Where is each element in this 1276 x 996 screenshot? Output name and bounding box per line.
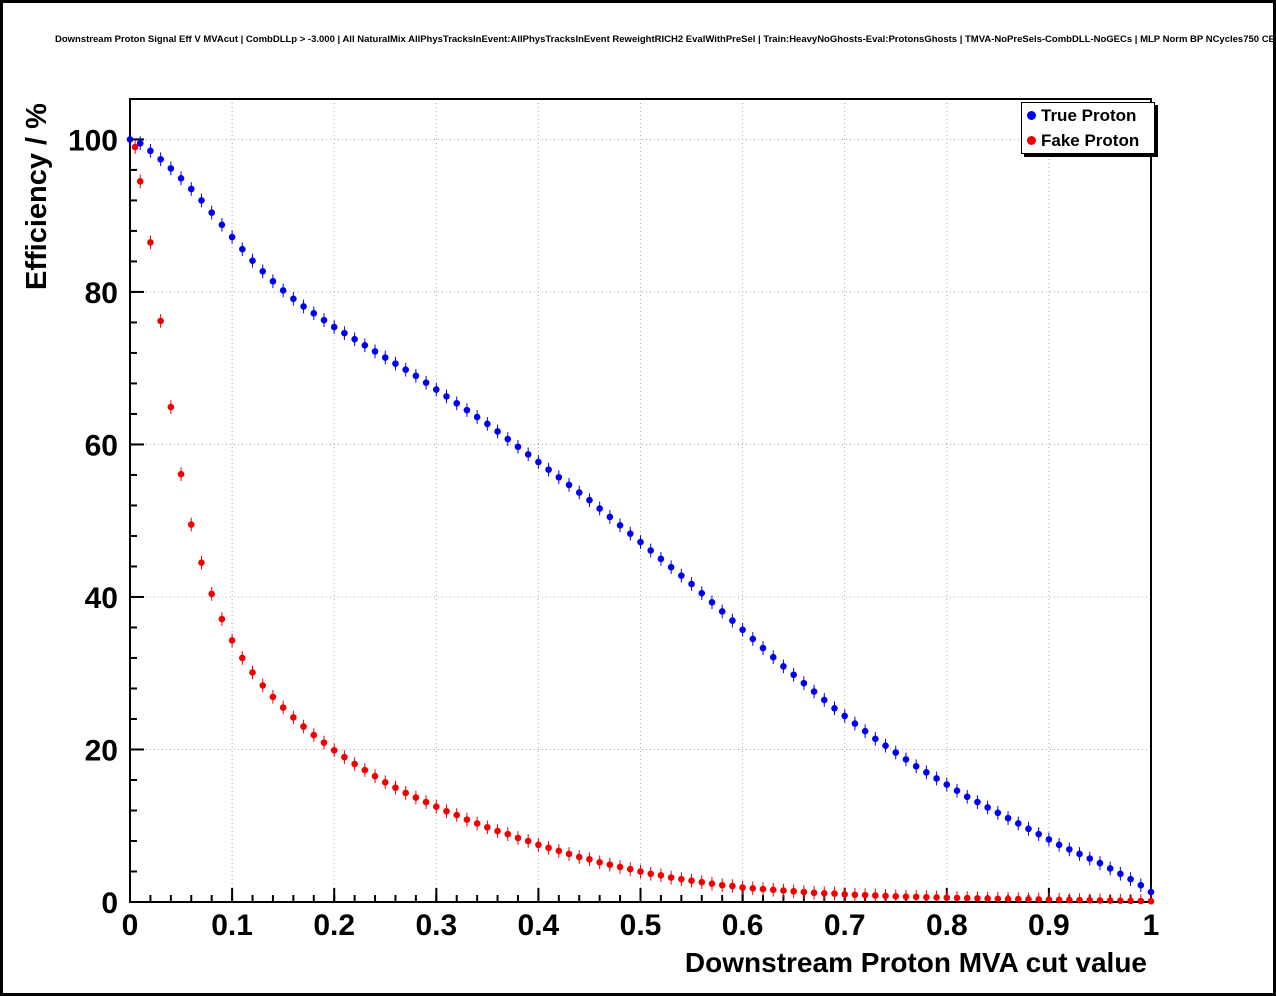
svg-text:0.7: 0.7 (824, 909, 866, 942)
svg-text:0.6: 0.6 (722, 909, 764, 942)
chart-plot-area: 0 0.1 0.2 0.3 0.4 0.5 0.6 0.7 0.8 0.9 1 0 20 40 60 80 10… (68, 98, 1160, 942)
x-axis-title: Downstream Proton MVA cut value (684, 947, 1147, 978)
svg-text:1: 1 (1143, 909, 1160, 942)
svg-text:0: 0 (122, 909, 139, 942)
svg-text:80: 80 (85, 277, 118, 310)
plot-title: Downstream Proton Signal Eff V MVAcut | … (55, 34, 1275, 45)
fake-proton-marker-icon (1027, 136, 1036, 145)
svg-text:0.9: 0.9 (1028, 909, 1070, 942)
svg-text:0.1: 0.1 (211, 909, 253, 942)
legend-label-true-proton: True Proton (1041, 105, 1137, 125)
svg-text:0: 0 (101, 887, 118, 920)
svg-text:0.2: 0.2 (313, 909, 355, 942)
legend-label-fake-proton: Fake Proton (1041, 130, 1140, 150)
svg-text:0.8: 0.8 (926, 909, 968, 942)
svg-text:40: 40 (85, 582, 118, 615)
legend-item-fake-proton: Fake Proton (1022, 128, 1154, 153)
svg-text:60: 60 (85, 429, 118, 462)
svg-text:0.3: 0.3 (415, 909, 457, 942)
legend-item-true-proton: True Proton (1022, 103, 1154, 128)
svg-text:20: 20 (85, 734, 118, 767)
svg-text:0.5: 0.5 (620, 909, 662, 942)
svg-text:0.4: 0.4 (518, 909, 560, 942)
true-proton-marker-icon (1027, 111, 1036, 120)
legend: True Proton Fake Proton (1021, 102, 1155, 154)
svg-text:100: 100 (68, 124, 118, 157)
